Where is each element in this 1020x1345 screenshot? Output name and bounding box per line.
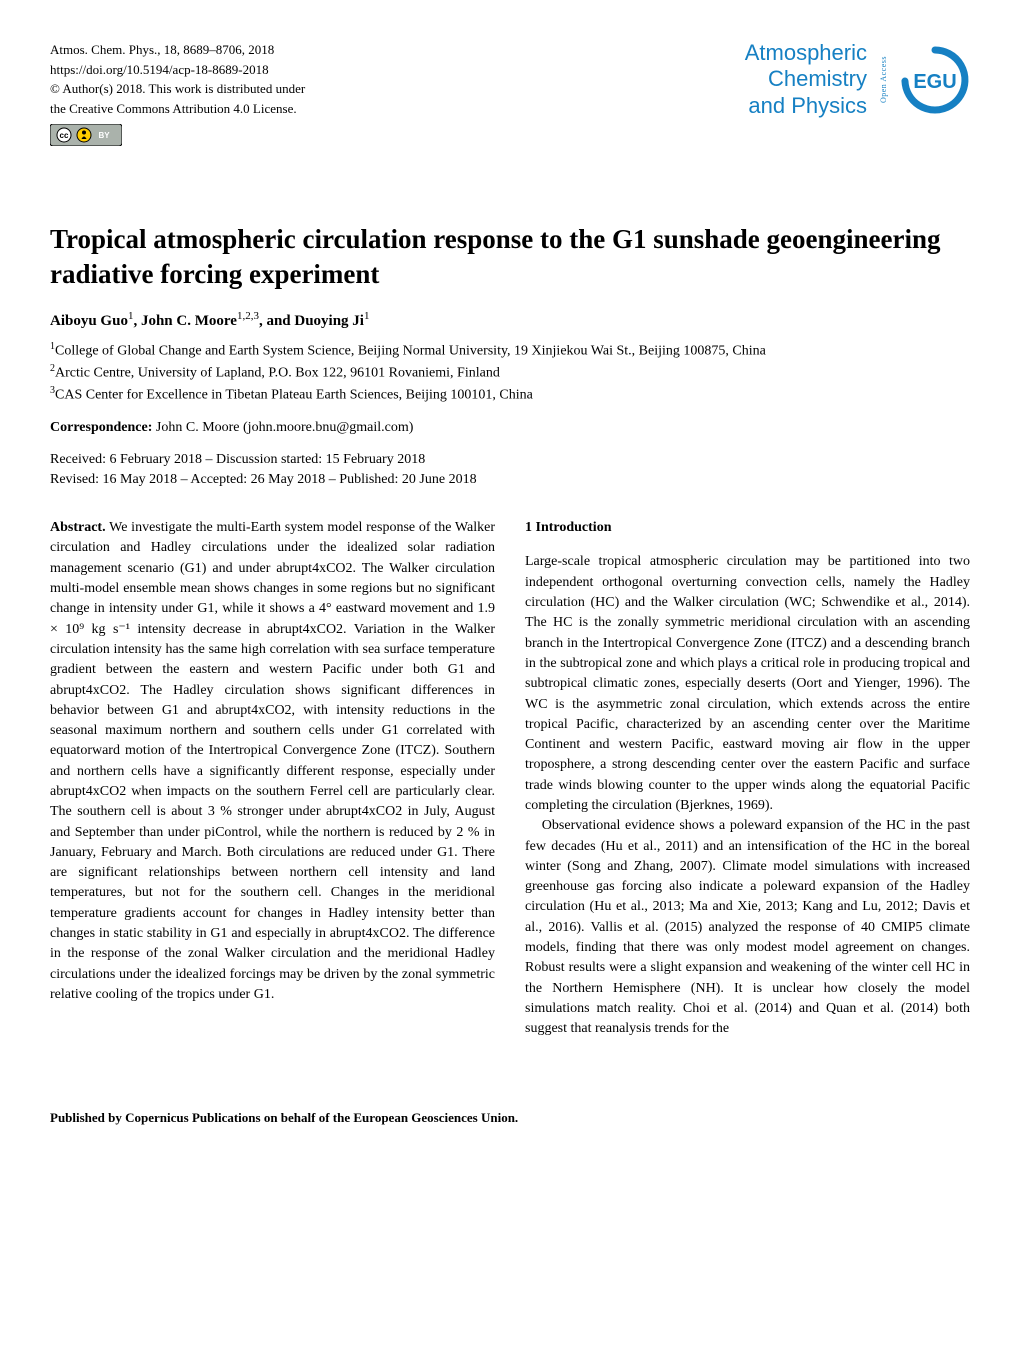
svg-text:cc: cc xyxy=(60,131,69,140)
dates-line1: Received: 6 February 2018 – Discussion s… xyxy=(50,450,970,470)
doi-link[interactable]: https://doi.org/10.5194/acp-18-8689-2018 xyxy=(50,60,305,80)
correspondence-label: Correspondence: xyxy=(50,420,152,435)
right-column: 1 Introduction Large-scale tropical atmo… xyxy=(525,518,970,1039)
abstract-label: Abstract. xyxy=(50,520,106,535)
abstract-text: We investigate the multi-Earth system mo… xyxy=(50,520,495,1002)
svg-text:BY: BY xyxy=(98,131,110,140)
cc-by-badge-icon: cc BY xyxy=(50,124,122,146)
abstract-paragraph: Abstract. We investigate the multi-Earth… xyxy=(50,518,495,1005)
journal-name-line1: Atmospheric xyxy=(745,40,867,66)
journal-name-line2: Chemistry xyxy=(745,66,867,92)
journal-name: Atmospheric Chemistry and Physics xyxy=(745,40,867,119)
journal-reference: Atmos. Chem. Phys., 18, 8689–8706, 2018 xyxy=(50,40,305,60)
copyright-line: © Author(s) 2018. This work is distribut… xyxy=(50,79,305,99)
meta-block: Atmos. Chem. Phys., 18, 8689–8706, 2018 … xyxy=(50,40,305,152)
affiliations-block: 1College of Global Change and Earth Syst… xyxy=(50,340,970,406)
svg-text:EGU: EGU xyxy=(913,71,956,93)
egu-logo-icon: EGU xyxy=(900,45,970,115)
journal-name-line3: and Physics xyxy=(745,93,867,119)
affiliation-2: 2Arctic Centre, University of Lapland, P… xyxy=(50,362,970,384)
open-access-label: Open Access xyxy=(879,56,888,103)
correspondence-line: Correspondence: John C. Moore (john.moor… xyxy=(50,420,970,436)
correspondence-text: John C. Moore (john.moore.bnu@gmail.com) xyxy=(152,420,413,435)
two-column-body: Abstract. We investigate the multi-Earth… xyxy=(50,518,970,1039)
intro-paragraph-1: Large-scale tropical atmospheric circula… xyxy=(525,552,970,816)
affiliation-3: 3CAS Center for Excellence in Tibetan Pl… xyxy=(50,384,970,406)
left-column: Abstract. We investigate the multi-Earth… xyxy=(50,518,495,1039)
affiliation-1: 1College of Global Change and Earth Syst… xyxy=(50,340,970,362)
article-title: Tropical atmospheric circulation respons… xyxy=(50,222,970,292)
header-row: Atmos. Chem. Phys., 18, 8689–8706, 2018 … xyxy=(50,40,970,152)
intro-paragraph-2: Observational evidence shows a poleward … xyxy=(525,816,970,1039)
dates-line2: Revised: 16 May 2018 – Accepted: 26 May … xyxy=(50,470,970,490)
journal-logo: Atmospheric Chemistry and Physics Open A… xyxy=(745,40,970,119)
footer-publisher-line: Published by Copernicus Publications on … xyxy=(50,1110,970,1126)
authors-line: Aiboyu Guo1, John C. Moore1,2,3, and Duo… xyxy=(50,310,970,330)
dates-block: Received: 6 February 2018 – Discussion s… xyxy=(50,450,970,491)
license-line: the Creative Commons Attribution 4.0 Lic… xyxy=(50,99,305,119)
introduction-heading: 1 Introduction xyxy=(525,518,970,538)
